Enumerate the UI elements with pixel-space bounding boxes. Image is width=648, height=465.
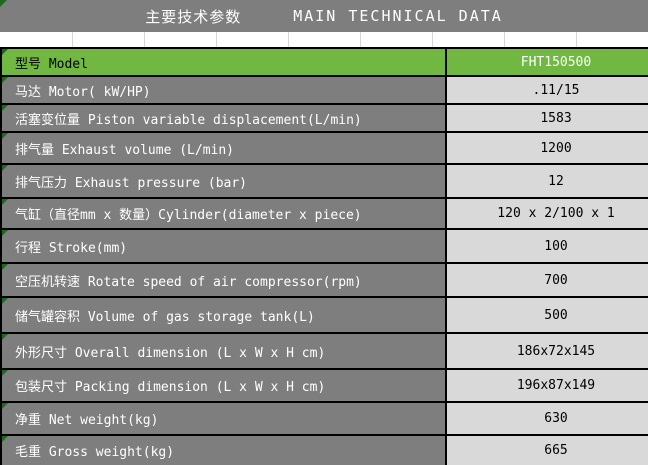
table-row: 行程 Stroke(mm) 100 xyxy=(0,228,648,264)
column-gridline xyxy=(504,32,505,47)
table-row: 型号 Model FHT150500 xyxy=(0,47,648,77)
row-label: 储气罐容积 Volume of gas storage tank(L) xyxy=(0,296,447,334)
row-value: .11/15 xyxy=(445,75,648,105)
row-label: 气缸（直径mm x 数量）Cylinder(diameter x piece) xyxy=(0,197,447,230)
row-label: 包装尺寸 Packing dimension (L x W x H cm) xyxy=(0,368,447,403)
table-row: 马达 Motor( kW/HP) .11/15 xyxy=(0,75,648,105)
row-label-text: 储气罐容积 Volume of gas storage tank(L) xyxy=(15,309,315,325)
column-gridline xyxy=(144,32,145,47)
table-row: 活塞变位量 Piston variable displacement(L/min… xyxy=(0,103,648,133)
row-label: 外形尺寸 Overall dimension (L x W x H cm) xyxy=(0,332,447,370)
column-gridline xyxy=(360,32,361,47)
row-label-text: 活塞变位量 Piston variable displacement(L/min… xyxy=(15,112,362,128)
error-corner-triangle-icon xyxy=(3,106,8,111)
table-row: 外形尺寸 Overall dimension (L x W x H cm) 186… xyxy=(0,332,648,370)
table-row: 毛重 Gross weight(kg) 665 xyxy=(0,434,648,465)
row-label-text: 包装尺寸 Packing dimension (L x W x H cm) xyxy=(15,380,326,395)
row-label: 行程 Stroke(mm) xyxy=(0,228,447,264)
row-label-text: 外形尺寸 Overall dimension (L x W x H cm) xyxy=(15,345,326,361)
row-value: 120 x 2/100 x 1 xyxy=(445,197,648,230)
error-corner-triangle-icon xyxy=(3,78,8,83)
page-title-en: MAIN TECHNICAL DATA xyxy=(293,7,503,25)
technical-data-table: 型号 Model FHT150500 马达 Motor( kW/HP) .11/15 活… xyxy=(0,47,648,465)
error-corner-triangle-icon xyxy=(3,231,8,236)
error-corner-triangle-icon xyxy=(3,371,8,376)
table-row: 排气压力 Exhaust pressure (bar) 12 xyxy=(0,163,648,199)
error-corner-triangle-icon xyxy=(3,437,8,442)
row-value: 196x87x149 xyxy=(445,368,648,403)
error-corner-triangle-icon xyxy=(3,166,8,171)
row-label: 型号 Model xyxy=(0,47,447,77)
row-label: 马达 Motor( kW/HP) xyxy=(0,75,447,105)
row-label: 空压机转速 Rotate speed of air compressor(rpm… xyxy=(0,262,447,298)
row-value: 1200 xyxy=(445,131,648,165)
row-value: 100 xyxy=(445,228,648,264)
error-corner-triangle-icon xyxy=(3,404,8,409)
table-row: 包装尺寸 Packing dimension (L x W x H cm) 196… xyxy=(0,368,648,403)
row-label-text: 净重 Net weight(kg) xyxy=(15,413,159,428)
row-value: 665 xyxy=(445,434,648,465)
table-row: 空压机转速 Rotate speed of air compressor(rpm… xyxy=(0,262,648,298)
error-corner-triangle-icon xyxy=(3,265,8,270)
row-value: 1583 xyxy=(445,103,648,133)
table-row: 气缸（直径mm x 数量）Cylinder(diameter x piece) 1… xyxy=(0,197,648,230)
title-bar: 主要技术参数 MAIN TECHNICAL DATA xyxy=(0,0,648,32)
row-label-text: 排气量 Exhaust volume (L/min) xyxy=(15,142,235,158)
row-label-text: 型号 Model xyxy=(15,56,88,72)
column-gridline xyxy=(432,32,433,47)
error-corner-triangle-icon xyxy=(3,50,8,55)
row-label: 毛重 Gross weight(kg) xyxy=(0,434,447,465)
column-gridline xyxy=(576,32,577,47)
row-value: FHT150500 xyxy=(445,47,648,77)
row-label: 排气压力 Exhaust pressure (bar) xyxy=(0,163,447,199)
column-gridline xyxy=(288,32,289,47)
error-corner-triangle-icon xyxy=(3,335,8,340)
page-title-zh: 主要技术参数 xyxy=(145,7,242,26)
row-label-text: 空压机转速 Rotate speed of air compressor(rpm… xyxy=(15,274,362,290)
row-label-text: 气缸（直径mm x 数量）Cylinder(diameter x piece) xyxy=(15,208,362,223)
table-row: 净重 Net weight(kg) 630 xyxy=(0,401,648,436)
row-value: 630 xyxy=(445,401,648,436)
error-corner-triangle-icon xyxy=(3,134,8,139)
error-corner-triangle-icon xyxy=(0,0,7,7)
row-label-text: 排气压力 Exhaust pressure (bar) xyxy=(15,175,248,191)
row-value: 12 xyxy=(445,163,648,199)
error-corner-triangle-icon xyxy=(3,299,8,304)
column-gridline xyxy=(216,32,217,47)
row-label-text: 行程 Stroke(mm) xyxy=(15,240,128,256)
row-label-text: 毛重 Gross weight(kg) xyxy=(15,445,175,460)
row-value: 500 xyxy=(445,296,648,334)
table-row: 排气量 Exhaust volume (L/min) 1200 xyxy=(0,131,648,165)
error-corner-triangle-icon xyxy=(3,200,8,205)
row-label: 排气量 Exhaust volume (L/min) xyxy=(0,131,447,165)
row-value: 186x72x145 xyxy=(445,332,648,370)
row-label: 活塞变位量 Piston variable displacement(L/min… xyxy=(0,103,447,133)
row-label-text: 马达 Motor( kW/HP) xyxy=(15,84,151,100)
row-label: 净重 Net weight(kg) xyxy=(0,401,447,436)
column-gridline xyxy=(72,32,73,47)
row-value: 700 xyxy=(445,262,648,298)
spreadsheet-gridline-gap xyxy=(0,32,648,47)
table-row: 储气罐容积 Volume of gas storage tank(L) 500 xyxy=(0,296,648,334)
